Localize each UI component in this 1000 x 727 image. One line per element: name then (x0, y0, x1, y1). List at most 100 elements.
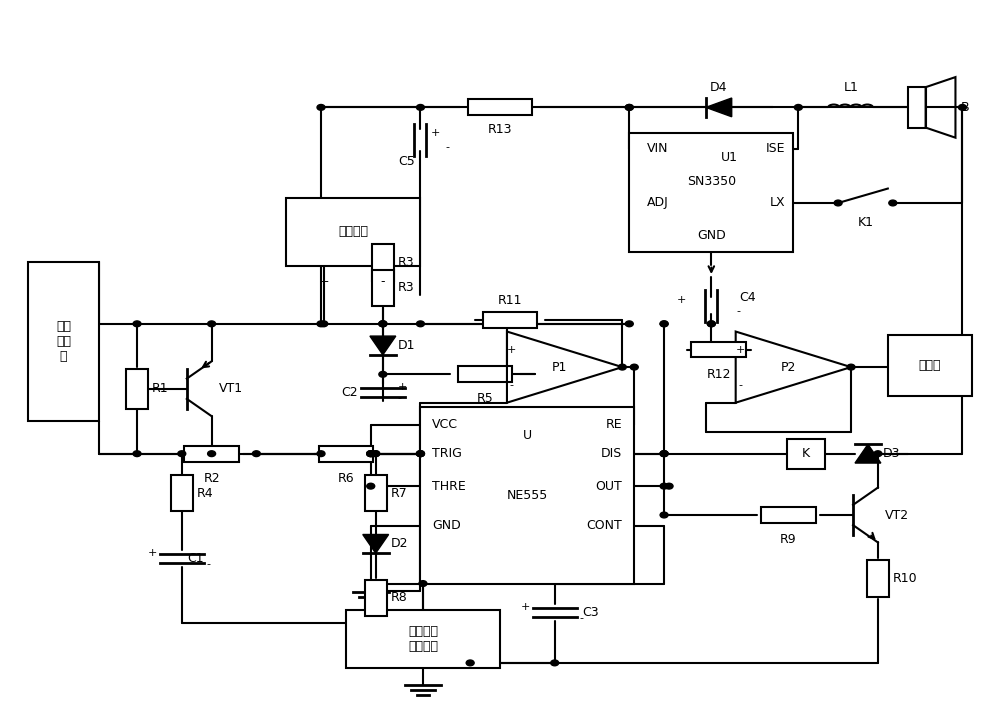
Text: P1: P1 (552, 361, 567, 374)
Circle shape (208, 451, 216, 457)
Bar (319, 446, 373, 462)
Circle shape (660, 512, 668, 518)
Circle shape (367, 483, 375, 489)
Text: B: B (960, 101, 969, 114)
Circle shape (416, 451, 424, 457)
Circle shape (372, 451, 380, 457)
Text: ISE: ISE (766, 142, 785, 155)
Text: R5: R5 (477, 393, 493, 406)
Bar (28, 262, 99, 421)
Text: R3: R3 (398, 256, 414, 269)
Circle shape (794, 105, 802, 111)
Circle shape (874, 451, 882, 457)
Circle shape (625, 105, 633, 111)
Circle shape (660, 321, 668, 326)
Text: -: - (445, 142, 449, 152)
Bar (691, 342, 746, 358)
Text: -: - (739, 379, 743, 390)
Bar (483, 313, 537, 328)
Text: GND: GND (432, 519, 461, 532)
Text: R11: R11 (498, 294, 522, 308)
Text: -: - (207, 559, 211, 569)
Circle shape (665, 483, 673, 489)
Text: -: - (580, 613, 584, 623)
Text: -: - (510, 379, 514, 390)
Text: NE555: NE555 (507, 489, 548, 502)
Circle shape (416, 105, 424, 111)
Bar (365, 475, 387, 511)
Text: U1: U1 (721, 151, 738, 164)
Circle shape (618, 364, 626, 370)
Bar (908, 87, 926, 127)
Circle shape (707, 321, 715, 326)
Text: SN3350: SN3350 (687, 174, 736, 188)
Text: VT2: VT2 (885, 508, 909, 521)
Text: D1: D1 (398, 339, 415, 352)
Text: R10: R10 (893, 572, 917, 585)
Text: LX: LX (770, 196, 785, 209)
Bar (346, 610, 500, 668)
Polygon shape (855, 444, 881, 463)
Bar (787, 438, 825, 469)
Text: +: + (736, 345, 745, 355)
Circle shape (379, 321, 387, 326)
Text: D2: D2 (391, 537, 408, 550)
Text: -: - (398, 393, 402, 403)
Text: C3: C3 (583, 606, 599, 619)
Text: OUT: OUT (596, 480, 622, 493)
Circle shape (379, 321, 387, 326)
Circle shape (208, 321, 216, 326)
Circle shape (660, 451, 668, 457)
Text: ADJ: ADJ (647, 196, 669, 209)
Circle shape (367, 451, 375, 457)
Text: +: + (677, 295, 686, 305)
Circle shape (958, 105, 966, 111)
Circle shape (133, 321, 141, 326)
Text: R9: R9 (780, 533, 797, 546)
Text: L1: L1 (844, 81, 858, 95)
Text: P2: P2 (781, 361, 796, 374)
Circle shape (660, 451, 668, 457)
Text: R7: R7 (391, 487, 407, 500)
Text: U: U (523, 429, 532, 442)
Bar (888, 334, 972, 396)
Circle shape (317, 451, 325, 457)
Circle shape (367, 451, 375, 457)
Text: R2: R2 (203, 472, 220, 485)
Circle shape (834, 200, 842, 206)
Circle shape (707, 321, 715, 326)
Circle shape (317, 105, 325, 111)
Text: CONT: CONT (587, 519, 622, 532)
Text: +: + (430, 128, 440, 137)
Circle shape (317, 321, 325, 326)
Text: K1: K1 (857, 216, 873, 229)
Text: 汽车电源: 汽车电源 (338, 225, 368, 238)
Polygon shape (363, 534, 389, 553)
Bar (420, 407, 634, 584)
Circle shape (466, 660, 474, 666)
Bar (365, 580, 387, 616)
Text: +: + (148, 547, 157, 558)
Bar (286, 198, 420, 266)
Circle shape (379, 321, 387, 326)
Circle shape (551, 660, 559, 666)
Text: D4: D4 (710, 81, 728, 95)
Circle shape (660, 451, 668, 457)
Text: 显示屏: 显示屏 (919, 359, 941, 371)
Text: +: + (318, 275, 329, 288)
Text: +: + (507, 345, 517, 355)
Text: R4: R4 (197, 487, 213, 500)
Circle shape (416, 451, 424, 457)
Text: C4: C4 (739, 291, 756, 304)
Circle shape (379, 371, 387, 377)
Text: R3: R3 (398, 281, 414, 294)
Bar (629, 132, 793, 252)
Circle shape (133, 451, 141, 457)
Text: 栅极耦合
放大电路: 栅极耦合 放大电路 (408, 625, 438, 653)
Circle shape (660, 321, 668, 326)
Circle shape (889, 200, 897, 206)
Circle shape (252, 451, 260, 457)
Text: C1: C1 (187, 552, 203, 565)
Circle shape (660, 483, 668, 489)
Text: RE: RE (606, 418, 622, 431)
